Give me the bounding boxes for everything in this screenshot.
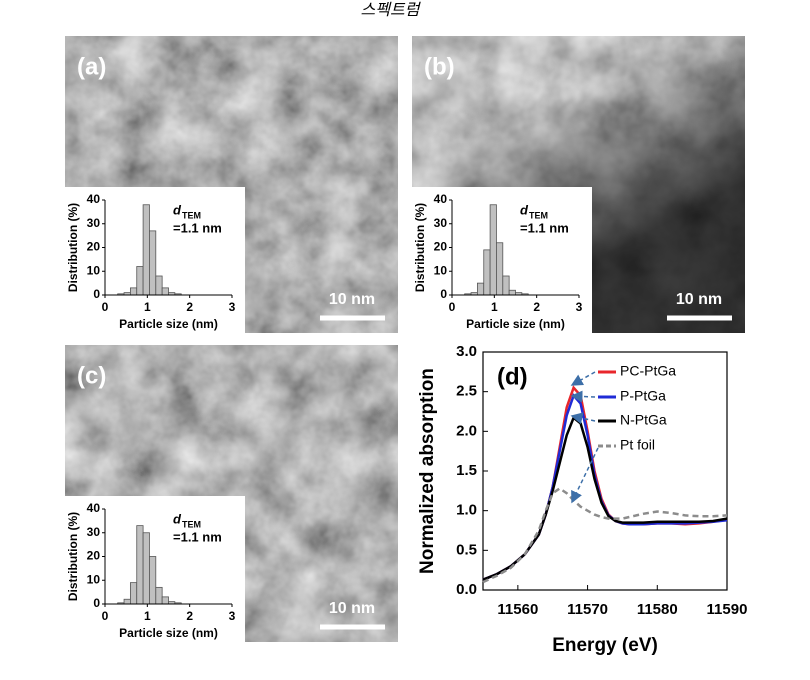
y-tick-label: 10 xyxy=(87,572,101,586)
x-tick-label: 1 xyxy=(144,300,151,314)
bar xyxy=(129,582,138,605)
bar xyxy=(136,266,144,296)
annotation-symbol: d xyxy=(520,202,529,217)
annotation-subscript: TEM xyxy=(182,210,201,220)
x-tick-label: 0 xyxy=(102,300,109,314)
x-axis-label: Particle size (nm) xyxy=(466,317,565,331)
panel-label: (a) xyxy=(77,53,106,80)
x-tick-label: 2 xyxy=(533,300,540,314)
x-tick-label: 2 xyxy=(186,609,193,623)
y-tick-label: 0 xyxy=(93,596,100,610)
x-tick-label: 3 xyxy=(229,300,236,314)
annotation-arrow xyxy=(571,447,599,504)
y-tick-label: 30 xyxy=(87,525,101,539)
y-tick-label: 40 xyxy=(87,192,101,206)
bar xyxy=(149,230,157,296)
x-tick-label: 11580 xyxy=(637,601,678,618)
annotation-arrow xyxy=(570,371,596,386)
scale-bar-label: 10 nm xyxy=(329,291,375,308)
y-tick-label: 10 xyxy=(87,263,101,277)
x-tick-label: 2 xyxy=(186,300,193,314)
annotation-subscript: TEM xyxy=(529,210,548,220)
caption: 스펙트럼 xyxy=(361,1,422,19)
scale-bar-label: 10 nm xyxy=(329,600,375,617)
y-tick-label: 20 xyxy=(87,240,101,254)
y-axis-label: Normalized absorption xyxy=(417,368,438,574)
series-line xyxy=(482,486,728,584)
x-tick-label: 1 xyxy=(491,300,498,314)
annotation-value: =1.1 nm xyxy=(173,220,222,235)
y-tick-label: 0.5 xyxy=(456,541,477,558)
bar xyxy=(142,204,150,296)
y-axis-label: Distribution (%) xyxy=(66,203,80,292)
panel-label: (b) xyxy=(424,53,455,80)
annotation-symbol: d xyxy=(173,511,182,526)
x-axis-label: Energy (eV) xyxy=(552,635,658,656)
y-tick-label: 20 xyxy=(434,240,448,254)
bar xyxy=(129,287,138,296)
bar xyxy=(161,596,169,605)
series-line xyxy=(482,415,728,581)
bar xyxy=(123,598,131,605)
y-tick-label: 0 xyxy=(93,287,100,301)
panel-label: (c) xyxy=(77,362,106,389)
bar xyxy=(508,289,516,296)
annotation-subscript: TEM xyxy=(182,519,201,529)
bar xyxy=(496,242,504,296)
y-tick-label: 40 xyxy=(87,501,101,515)
y-tick-label: 10 xyxy=(434,263,448,277)
x-axis-label: Particle size (nm) xyxy=(119,626,218,640)
x-tick-label: 3 xyxy=(229,609,236,623)
y-tick-label: 20 xyxy=(87,549,101,563)
bar xyxy=(483,249,491,296)
x-tick-label: 3 xyxy=(576,300,583,314)
bar xyxy=(136,525,144,605)
legend-label: N-PtGa xyxy=(620,412,667,428)
y-tick-label: 30 xyxy=(87,216,101,230)
legend-label: PC-PtGa xyxy=(620,363,676,379)
bar xyxy=(155,275,163,296)
y-tick-label: 40 xyxy=(434,192,448,206)
annotation-symbol: d xyxy=(173,202,182,217)
bar xyxy=(155,586,163,605)
y-tick-label: 0 xyxy=(440,287,447,301)
annotation-value: =1.1 nm xyxy=(520,220,569,235)
x-tick-label: 0 xyxy=(102,609,109,623)
bar xyxy=(149,556,157,605)
series-line xyxy=(482,393,728,581)
y-axis-label: Distribution (%) xyxy=(66,512,80,601)
x-tick-label: 11560 xyxy=(497,601,538,618)
x-tick-label: 1 xyxy=(144,609,151,623)
y-axis-label: Distribution (%) xyxy=(413,203,427,292)
annotation-arrow xyxy=(570,390,596,403)
annotation-value: =1.1 nm xyxy=(173,529,222,544)
y-tick-label: 2.5 xyxy=(456,383,477,400)
y-tick-label: 0.0 xyxy=(456,581,477,598)
bar xyxy=(489,204,497,296)
y-tick-label: 3.0 xyxy=(456,343,477,360)
scale-bar-label: 10 nm xyxy=(676,291,722,308)
y-tick-label: 30 xyxy=(434,216,448,230)
x-tick-label: 0 xyxy=(449,300,456,314)
y-tick-label: 1.5 xyxy=(456,462,477,479)
x-tick-label: 11570 xyxy=(567,601,608,618)
x-axis-label: Particle size (nm) xyxy=(119,317,218,331)
y-tick-label: 2.0 xyxy=(456,422,477,439)
y-tick-label: 1.0 xyxy=(456,502,477,519)
bar xyxy=(161,287,169,296)
bar xyxy=(502,275,510,296)
series-line xyxy=(482,385,728,581)
panel-label: (d) xyxy=(497,363,528,390)
annotation-arrow xyxy=(570,412,596,425)
x-tick-label: 11590 xyxy=(707,601,748,618)
bar xyxy=(476,282,485,296)
legend-label: P-PtGa xyxy=(620,388,666,404)
legend-label: Pt foil xyxy=(620,437,655,453)
bar xyxy=(142,532,150,605)
